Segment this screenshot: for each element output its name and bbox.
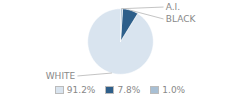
- html-text:7.8%: 7.8%: [117, 85, 141, 95]
- svg-text:A.I.: A.I.: [166, 2, 180, 12]
- html-text:91.2%: 91.2%: [66, 85, 96, 95]
- svg-text:BLACK: BLACK: [166, 14, 197, 24]
- html-text:1.0%: 1.0%: [162, 85, 186, 95]
- svg-text:WHITE: WHITE: [46, 71, 76, 81]
